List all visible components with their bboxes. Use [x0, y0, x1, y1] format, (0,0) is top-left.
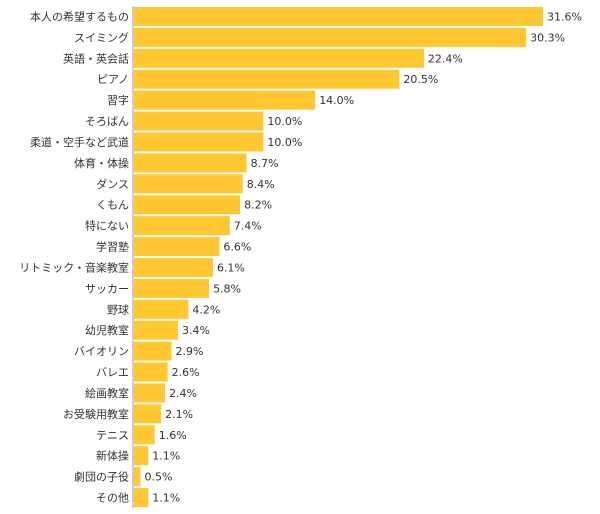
- value-label: 1.6%: [159, 429, 187, 442]
- category-label: バレエ: [96, 366, 129, 379]
- category-label: 絵画教室: [85, 386, 129, 400]
- category-label: お受験用教室: [63, 407, 129, 421]
- bar: [134, 174, 243, 194]
- bar: [134, 425, 155, 445]
- category-label: バイオリン: [74, 345, 129, 358]
- category-label: リトミック・音楽教室: [19, 260, 129, 274]
- value-label: 2.6%: [172, 366, 200, 379]
- category-label: 特にない: [85, 219, 129, 233]
- category-label: 新体操: [96, 449, 129, 463]
- bar: [134, 320, 179, 340]
- bar: [134, 446, 149, 466]
- value-label: 6.1%: [217, 261, 245, 274]
- category-label: 英語・英会話: [63, 51, 129, 65]
- category-label: 劇団の子役: [74, 470, 129, 484]
- value-label: 1.1%: [152, 450, 180, 463]
- value-label: 6.6%: [223, 241, 251, 254]
- bar: [134, 48, 424, 68]
- category-label: 学習塾: [96, 240, 129, 254]
- category-label: 本人の希望するもの: [30, 9, 129, 23]
- value-label: 8.2%: [244, 199, 272, 212]
- bar: [134, 488, 149, 508]
- bar: [134, 362, 168, 382]
- category-label: 幼児教室: [85, 323, 129, 337]
- category-label: サッカー: [85, 282, 129, 295]
- value-label: 7.4%: [234, 220, 262, 233]
- category-label: くもん: [96, 199, 129, 212]
- category-label: テニス: [96, 429, 129, 442]
- bar: [134, 111, 264, 131]
- category-label: 習字: [107, 93, 129, 107]
- bar: [134, 132, 264, 152]
- bar: [134, 195, 241, 215]
- value-label: 30.3%: [530, 31, 565, 44]
- bar: [134, 27, 527, 47]
- value-label: 20.5%: [403, 73, 438, 86]
- bar: [134, 237, 220, 257]
- value-label: 10.0%: [267, 136, 302, 149]
- value-label: 2.4%: [169, 387, 197, 400]
- bar: [134, 299, 189, 319]
- value-label: 3.4%: [182, 324, 210, 337]
- category-label: ダンス: [96, 177, 129, 191]
- category-label: 体育・体操: [74, 156, 129, 170]
- value-label: 0.5%: [144, 471, 172, 484]
- bar: [134, 153, 247, 173]
- value-label: 4.2%: [192, 303, 220, 316]
- value-label: 2.9%: [176, 345, 204, 358]
- value-label: 14.0%: [319, 94, 354, 107]
- bar: [134, 257, 213, 277]
- category-label: ピアノ: [97, 73, 129, 86]
- value-label: 10.0%: [267, 115, 302, 128]
- value-label: 2.1%: [165, 408, 193, 421]
- bar: [134, 278, 210, 298]
- category-label: スイミング: [74, 30, 129, 44]
- bar: [134, 383, 166, 403]
- bar: [134, 341, 172, 361]
- bar: [134, 69, 400, 89]
- value-label: 8.4%: [247, 178, 275, 191]
- value-label: 5.8%: [213, 282, 241, 295]
- bar: [134, 90, 316, 110]
- value-label: 31.6%: [547, 10, 582, 23]
- bar: [134, 404, 162, 424]
- category-label: その他: [96, 492, 129, 505]
- category-label: そろばん: [85, 115, 129, 128]
- category-label: 柔道・空手など武道: [30, 135, 129, 149]
- category-label: 野球: [107, 302, 129, 316]
- value-label: 22.4%: [428, 52, 463, 65]
- value-label: 1.1%: [152, 492, 180, 505]
- bar: [134, 6, 543, 26]
- bar: [134, 467, 141, 487]
- bar: [134, 216, 230, 236]
- value-label: 8.7%: [251, 157, 279, 170]
